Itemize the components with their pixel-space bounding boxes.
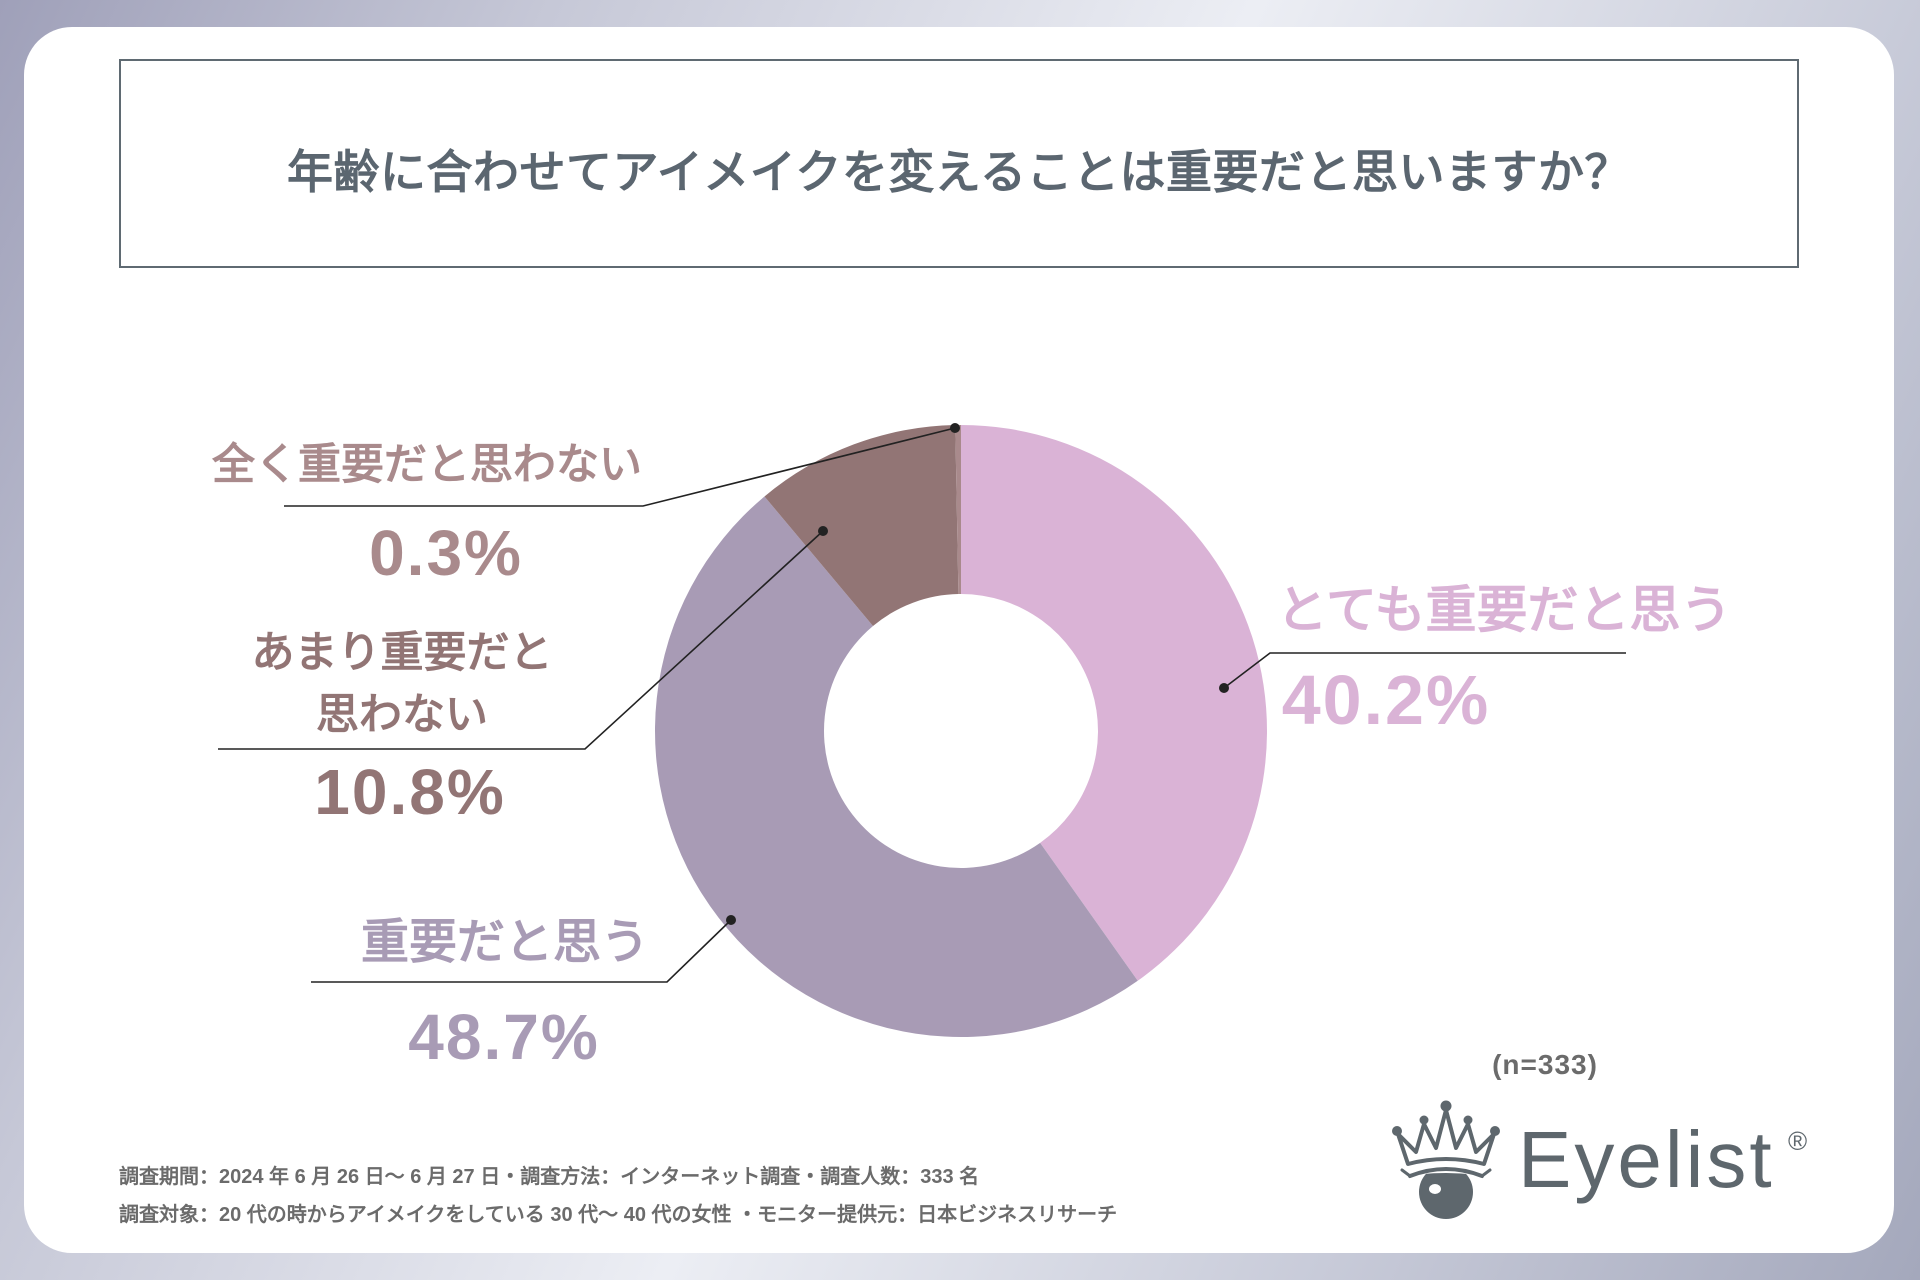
leader-dot-very-important bbox=[1219, 683, 1229, 693]
leader-dot-not-very-important bbox=[818, 526, 828, 536]
donut-slice-not-very-important bbox=[764, 425, 959, 626]
category-label-very-important: とても重要だと思う bbox=[1276, 581, 1732, 639]
leader-dot-important bbox=[726, 915, 736, 925]
survey-target-line: 調査対象：20 代の時からアイメイクをしている 30 代～ 40 代の女性 ・モ… bbox=[119, 1204, 1118, 1226]
category-label-important: 重要だと思う bbox=[360, 916, 650, 970]
brand-name: Eyelist bbox=[1518, 1115, 1775, 1204]
leader-line-very-important bbox=[1223, 652, 1626, 689]
leader-line-not-very-important bbox=[218, 530, 824, 750]
value-label-very-important: 40.2% bbox=[1282, 665, 1491, 735]
value-number: 40.2 bbox=[1281, 661, 1426, 739]
crown-eye-icon bbox=[1392, 1100, 1500, 1219]
value-label-not-important-at-all: 0.3% bbox=[369, 521, 523, 585]
leader-dot-not-important-at-all bbox=[950, 423, 960, 433]
value-unit: % bbox=[1426, 661, 1491, 739]
value-unit: % bbox=[446, 756, 506, 828]
leader-lines bbox=[218, 427, 1626, 983]
leader-line-important bbox=[311, 919, 732, 983]
registered-mark: ® bbox=[1788, 1126, 1808, 1156]
category-label-not-important-at-all: 全く重要だと思わない bbox=[212, 441, 642, 490]
value-number: 10.8 bbox=[314, 756, 447, 828]
donut-slice-not-important-at-all bbox=[955, 425, 961, 595]
leader-dots bbox=[726, 423, 1229, 925]
chart-title: 年齢に合わせてアイメイクを変えることは重要だと思いますか？ bbox=[287, 145, 1631, 198]
survey-period-line: 調査期間：2024 年 6 月 26 日～ 6 月 27 日・調査方法：インター… bbox=[119, 1166, 980, 1188]
category-label-not-very-important: あまり重要だと 思わない bbox=[251, 629, 553, 739]
value-number: 48.7 bbox=[408, 1001, 541, 1073]
value-label-important: 48.7% bbox=[408, 1005, 599, 1069]
donut-slice-important bbox=[654, 496, 1138, 1038]
sample-size-note: (n=333) bbox=[1492, 1049, 1598, 1081]
value-unit: % bbox=[464, 517, 523, 589]
leader-line-not-important-at-all bbox=[284, 427, 956, 507]
content-card bbox=[24, 27, 1894, 1253]
value-label-not-very-important: 10.8% bbox=[314, 760, 505, 824]
donut-slice-very-important bbox=[961, 425, 1267, 981]
value-unit: % bbox=[540, 1001, 600, 1073]
value-number: 0.3 bbox=[369, 517, 465, 589]
donut-slices bbox=[654, 425, 1267, 1038]
title-box: 年齢に合わせてアイメイクを変えることは重要だと思いますか？ bbox=[119, 59, 1799, 268]
